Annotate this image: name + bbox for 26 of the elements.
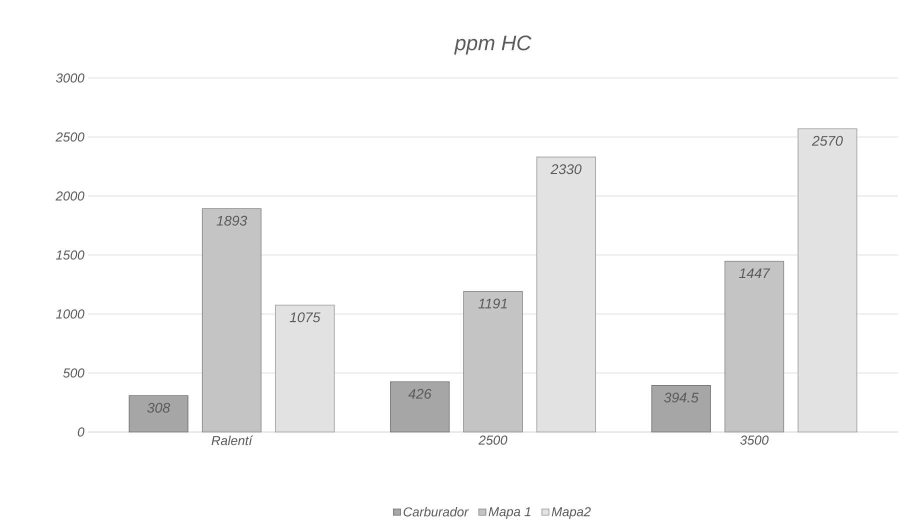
y-tick-label: 500 (63, 368, 84, 378)
legend-label: Mapa2 (552, 507, 591, 519)
legend-label: Mapa 1 (488, 507, 530, 519)
data-label: 394.5 (664, 392, 699, 403)
data-label: 308 (147, 402, 170, 413)
y-tick-label: 2500 (56, 132, 84, 142)
bar (128, 395, 188, 432)
data-label: 2570 (812, 136, 843, 146)
x-tick-label: 2500 (478, 436, 508, 445)
data-label: 1191 (478, 298, 507, 309)
data-label: 426 (408, 388, 432, 399)
y-tick-label: 0 (78, 427, 84, 437)
y-tick-label: 1000 (56, 309, 84, 319)
bar (651, 385, 711, 432)
chart-title: ppm HC (454, 36, 532, 54)
legend-label: Carburador (404, 506, 469, 517)
x-tick-label: 3500 (740, 436, 769, 445)
data-label: 1447 (739, 268, 770, 278)
x-tick-label: Ralentí (212, 436, 254, 446)
bar (390, 381, 450, 432)
data-label: 2330 (550, 164, 582, 174)
y-tick-label: 1500 (56, 250, 84, 260)
data-label: 1075 (290, 312, 320, 322)
y-tick-label: 3000 (56, 73, 84, 83)
data-label: 1893 (216, 216, 248, 226)
y-tick-label: 2000 (56, 191, 84, 201)
